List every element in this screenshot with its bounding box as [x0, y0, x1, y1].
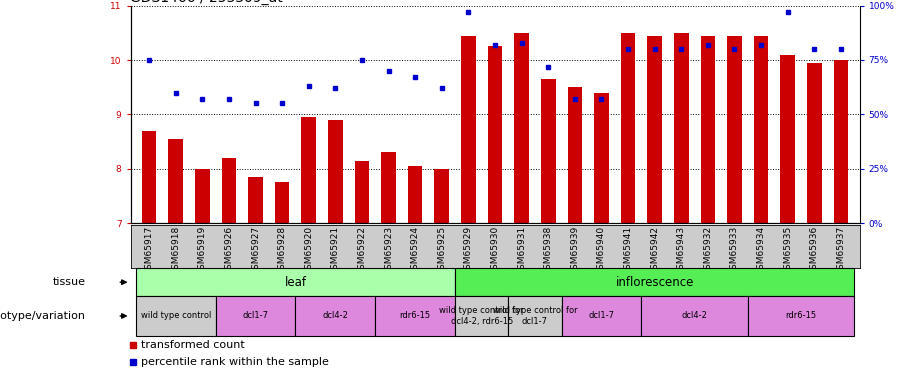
Text: wild type control for
dcl4-2, rdr6-15: wild type control for dcl4-2, rdr6-15	[439, 306, 524, 326]
Bar	[727, 36, 742, 223]
Bar	[514, 33, 529, 223]
Text: GSM65933: GSM65933	[730, 226, 739, 275]
Bar	[753, 36, 769, 223]
Text: GSM65927: GSM65927	[251, 226, 260, 275]
Text: GSM65926: GSM65926	[224, 226, 233, 275]
Bar	[568, 87, 582, 223]
Bar	[647, 36, 662, 223]
Bar	[274, 182, 290, 223]
Bar	[700, 36, 716, 223]
Text: GSM65938: GSM65938	[544, 226, 553, 275]
Bar	[168, 139, 183, 223]
Bar	[216, 296, 295, 336]
Text: rdr6-15: rdr6-15	[786, 311, 816, 320]
Text: GSM65940: GSM65940	[597, 226, 606, 275]
Text: GSM65936: GSM65936	[810, 226, 819, 275]
Bar	[833, 60, 848, 223]
Text: GSM65932: GSM65932	[703, 226, 712, 275]
Text: GSM65930: GSM65930	[491, 226, 500, 275]
Bar	[748, 296, 854, 336]
Text: GSM65937: GSM65937	[836, 226, 845, 275]
Text: dcl1-7: dcl1-7	[589, 311, 615, 320]
Bar	[674, 33, 688, 223]
Bar	[136, 296, 216, 336]
Text: leaf: leaf	[284, 276, 307, 289]
Text: transformed count: transformed count	[141, 340, 245, 350]
Text: GDS1466 / 253309_at: GDS1466 / 253309_at	[130, 0, 284, 4]
Bar	[221, 158, 237, 223]
Text: GSM65941: GSM65941	[624, 226, 633, 275]
Text: GSM65934: GSM65934	[757, 226, 766, 275]
Bar	[375, 296, 455, 336]
Text: GSM65935: GSM65935	[783, 226, 792, 275]
Bar	[541, 79, 555, 223]
Text: GSM65921: GSM65921	[331, 226, 340, 275]
Text: GSM65943: GSM65943	[677, 226, 686, 275]
Text: GSM65925: GSM65925	[437, 226, 446, 275]
Bar	[382, 152, 396, 223]
Text: GSM65929: GSM65929	[464, 226, 472, 275]
Bar	[562, 296, 642, 336]
Bar	[455, 296, 508, 336]
Text: GSM65928: GSM65928	[278, 226, 287, 275]
Bar	[328, 120, 343, 223]
Bar	[642, 296, 748, 336]
Bar	[295, 296, 375, 336]
Bar	[195, 169, 210, 223]
Bar	[136, 268, 455, 296]
Text: GSM65918: GSM65918	[171, 226, 180, 275]
Bar	[248, 177, 263, 223]
Bar	[594, 93, 608, 223]
Bar	[408, 166, 422, 223]
Text: dcl4-2: dcl4-2	[322, 311, 348, 320]
Text: wild type control: wild type control	[140, 311, 211, 320]
Text: GSM65939: GSM65939	[571, 226, 580, 275]
Bar	[488, 46, 502, 223]
Bar	[142, 131, 157, 223]
Text: genotype/variation: genotype/variation	[0, 311, 86, 321]
Text: GSM65917: GSM65917	[145, 226, 154, 275]
Text: GSM65942: GSM65942	[650, 226, 659, 275]
Bar	[435, 169, 449, 223]
Bar	[302, 117, 316, 223]
Text: GSM65922: GSM65922	[357, 226, 366, 275]
Text: dcl1-7: dcl1-7	[242, 311, 268, 320]
Text: GSM65931: GSM65931	[518, 226, 526, 275]
Text: wild type control for
dcl1-7: wild type control for dcl1-7	[492, 306, 577, 326]
Bar	[508, 296, 562, 336]
Bar	[807, 63, 822, 223]
Bar	[780, 55, 795, 223]
Text: GSM65919: GSM65919	[198, 226, 207, 275]
Text: inflorescence: inflorescence	[616, 276, 694, 289]
Bar	[455, 268, 854, 296]
Bar	[461, 36, 476, 223]
Bar	[621, 33, 635, 223]
Text: tissue: tissue	[52, 277, 86, 287]
Text: rdr6-15: rdr6-15	[400, 311, 431, 320]
Bar	[355, 160, 369, 223]
Text: GSM65920: GSM65920	[304, 226, 313, 275]
Text: GSM65923: GSM65923	[384, 226, 393, 275]
Text: percentile rank within the sample: percentile rank within the sample	[141, 357, 329, 368]
Text: dcl4-2: dcl4-2	[681, 311, 707, 320]
Text: GSM65924: GSM65924	[410, 226, 419, 275]
